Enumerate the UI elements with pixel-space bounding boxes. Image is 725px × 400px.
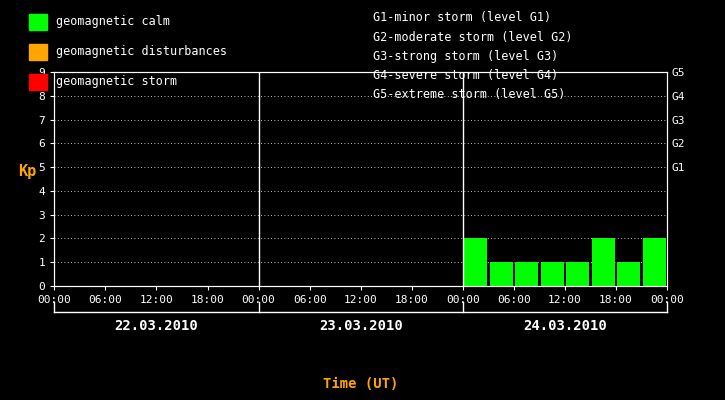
Bar bbox=[489, 262, 513, 286]
Text: Time (UT): Time (UT) bbox=[323, 377, 398, 391]
Text: geomagnetic calm: geomagnetic calm bbox=[56, 16, 170, 28]
Bar bbox=[464, 238, 487, 286]
Bar bbox=[566, 262, 589, 286]
Text: 22.03.2010: 22.03.2010 bbox=[115, 319, 199, 333]
Bar bbox=[515, 262, 538, 286]
Text: G4-severe storm (level G4): G4-severe storm (level G4) bbox=[373, 69, 559, 82]
Y-axis label: Kp: Kp bbox=[18, 164, 36, 179]
Bar bbox=[541, 262, 563, 286]
Bar bbox=[617, 262, 640, 286]
Text: 24.03.2010: 24.03.2010 bbox=[523, 319, 607, 333]
Text: G3-strong storm (level G3): G3-strong storm (level G3) bbox=[373, 50, 559, 63]
Text: 23.03.2010: 23.03.2010 bbox=[319, 319, 402, 333]
Text: G2-moderate storm (level G2): G2-moderate storm (level G2) bbox=[373, 31, 573, 44]
Text: geomagnetic storm: geomagnetic storm bbox=[56, 76, 177, 88]
Text: G5-extreme storm (level G5): G5-extreme storm (level G5) bbox=[373, 88, 566, 101]
Bar bbox=[643, 238, 666, 286]
Text: G1-minor storm (level G1): G1-minor storm (level G1) bbox=[373, 12, 552, 24]
Text: geomagnetic disturbances: geomagnetic disturbances bbox=[56, 46, 227, 58]
Bar bbox=[592, 238, 615, 286]
